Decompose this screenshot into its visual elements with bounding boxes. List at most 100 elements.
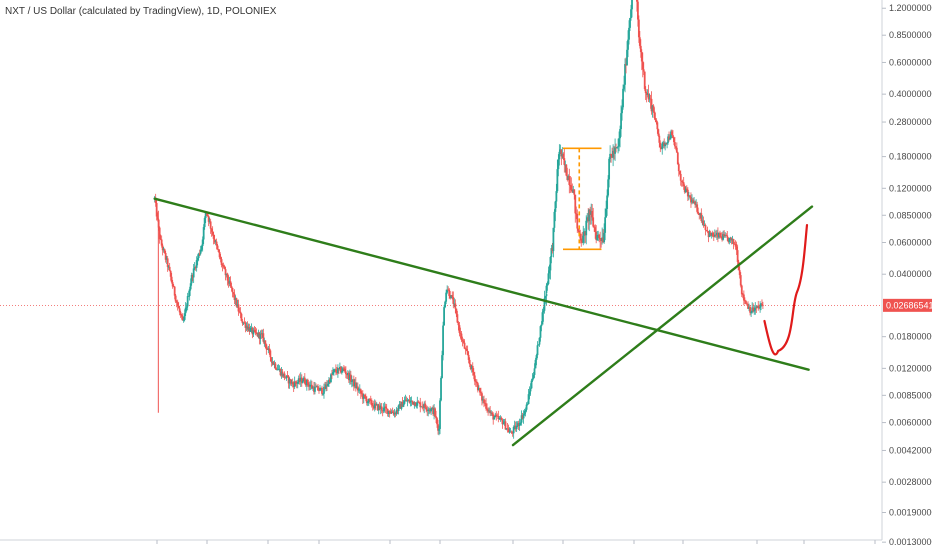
candle-body — [731, 239, 734, 241]
candle-body — [269, 350, 272, 358]
candle-body — [250, 327, 253, 329]
candle-body — [563, 158, 566, 165]
candle-body — [757, 305, 760, 308]
candle-body — [756, 305, 759, 308]
candle-body — [653, 111, 656, 119]
candle-body — [283, 373, 286, 378]
candle-body — [262, 333, 265, 342]
candle-body — [391, 411, 394, 413]
candle-body — [614, 147, 616, 154]
candle-body — [666, 142, 668, 144]
candle-body — [463, 342, 466, 349]
candle-body — [548, 270, 551, 274]
candle-body — [552, 227, 555, 252]
candle-body — [579, 233, 582, 239]
candle-body — [183, 313, 186, 320]
candle-body — [536, 345, 539, 356]
candle-body — [753, 310, 756, 312]
candle-body — [553, 211, 556, 228]
candles — [153, 0, 764, 439]
candle-body — [267, 348, 270, 350]
candle-body — [343, 368, 346, 372]
candle-body — [414, 402, 417, 406]
candle-body — [612, 150, 614, 158]
candle-body — [684, 188, 687, 193]
candle-body — [396, 409, 399, 411]
candle-body — [295, 383, 298, 384]
candle-body — [736, 250, 739, 262]
candle-body — [442, 325, 444, 356]
candle-body — [701, 220, 704, 222]
candle-body — [256, 332, 259, 337]
candle-body — [630, 9, 632, 19]
candle-body — [515, 426, 518, 430]
candle-body — [359, 389, 362, 394]
candle-body — [304, 383, 307, 386]
candle-body — [574, 194, 577, 214]
y-tick-label: 0.00850000 — [889, 390, 932, 400]
candle-body — [389, 413, 392, 414]
candle-body — [273, 363, 276, 365]
candle-body — [673, 142, 676, 147]
candle-body — [441, 355, 443, 378]
candle-body — [404, 399, 407, 401]
candle-body — [452, 297, 455, 304]
candle-body — [730, 237, 733, 241]
candle-body — [706, 230, 709, 232]
candle-body — [360, 393, 363, 395]
candle-body — [173, 286, 176, 296]
candle-body — [526, 403, 529, 405]
candle-body — [533, 368, 536, 375]
candle-body — [725, 235, 728, 236]
y-tick-label: 0.01800000 — [889, 332, 932, 342]
candle-body — [476, 383, 479, 391]
candle-body — [358, 389, 361, 391]
candle-body — [352, 379, 355, 387]
candle-body — [439, 400, 441, 429]
y-tick-label: 0.00420000 — [889, 445, 932, 455]
candle-body — [297, 378, 300, 383]
candle-body — [344, 371, 347, 375]
projection-curve[interactable] — [763, 223, 809, 356]
candle-body — [605, 208, 608, 218]
candle-body — [600, 239, 603, 241]
candle-body — [519, 422, 522, 424]
candle-body — [176, 302, 179, 306]
candle-body — [575, 213, 578, 215]
candle-body — [535, 355, 538, 360]
candle-body — [209, 221, 212, 229]
descending-trendline[interactable] — [153, 197, 810, 371]
candle-body — [505, 428, 508, 430]
candle-body — [392, 412, 395, 415]
candle-body — [274, 363, 277, 369]
ascending-trendline[interactable] — [511, 205, 814, 447]
candle-body — [220, 259, 223, 265]
candle-body — [212, 234, 215, 239]
y-tick-label: 0.06000000 — [889, 238, 932, 248]
last-price-background — [883, 298, 932, 312]
candle-body — [271, 361, 274, 363]
candle-body — [386, 408, 389, 414]
candle-body — [727, 237, 730, 242]
candle-body — [164, 252, 167, 260]
candle-body — [750, 312, 753, 314]
candle-body — [272, 361, 275, 365]
candle-body — [197, 253, 200, 259]
candle-body — [638, 37, 641, 46]
candle-body — [712, 236, 715, 238]
candle-body — [685, 188, 688, 190]
candle-body — [537, 344, 540, 346]
candle-body — [611, 155, 614, 158]
candle-body — [625, 64, 627, 66]
candle-body — [693, 201, 695, 204]
candle-body — [660, 147, 663, 150]
candle-body — [708, 232, 711, 238]
candle-body — [654, 118, 657, 121]
candle-body — [597, 234, 600, 236]
candle-body — [265, 344, 268, 350]
candle-body — [320, 387, 322, 389]
candle-body — [163, 249, 166, 253]
candle-body — [539, 326, 542, 338]
